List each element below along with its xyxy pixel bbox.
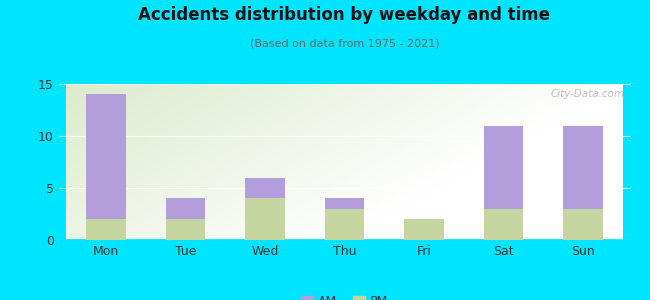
Text: Accidents distribution by weekday and time: Accidents distribution by weekday and ti… [138, 6, 551, 24]
Legend: AM, PM: AM, PM [296, 290, 393, 300]
Bar [86, 219, 126, 240]
Bar [484, 126, 523, 209]
Bar [484, 209, 523, 240]
Text: City-Data.com: City-Data.com [551, 89, 625, 99]
Bar [245, 198, 285, 240]
Bar [166, 198, 205, 219]
Bar [245, 178, 285, 198]
Bar [563, 126, 603, 209]
Bar [563, 209, 603, 240]
Bar [86, 94, 126, 219]
Bar [324, 198, 365, 209]
Bar [404, 219, 444, 240]
Bar [324, 209, 365, 240]
Bar [166, 219, 205, 240]
Text: (Based on data from 1975 - 2021): (Based on data from 1975 - 2021) [250, 39, 439, 49]
